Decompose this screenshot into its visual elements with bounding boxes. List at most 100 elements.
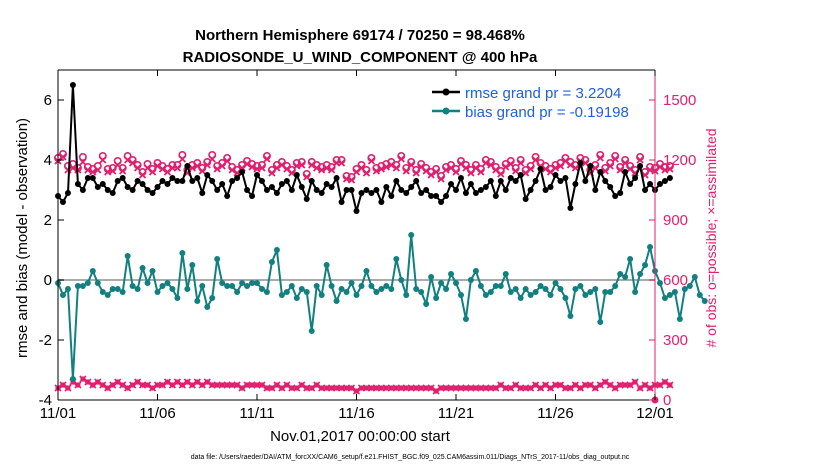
rmse-point	[303, 196, 310, 202]
obs-assimilated-point	[477, 168, 485, 176]
legend-box	[428, 78, 646, 122]
bottom-row-cross	[661, 378, 669, 386]
bottom-row-cross	[546, 384, 555, 392]
rmse-point	[194, 175, 201, 181]
bias-point	[681, 286, 688, 292]
rmse-point	[268, 184, 275, 190]
bias-point	[219, 280, 226, 286]
obs-assimilated-point	[581, 159, 589, 167]
bias-point	[527, 292, 534, 298]
rmse-point	[214, 187, 221, 193]
y-right-tick-label: 300	[663, 332, 688, 349]
obs-assimilated-point	[437, 175, 445, 183]
bottom-row-cross	[79, 375, 87, 383]
obs-assimilated-point	[397, 155, 405, 163]
rmse-point	[124, 184, 131, 190]
bottom-row-cross	[492, 384, 500, 392]
rmse-point	[224, 193, 231, 199]
obs-assimilated-point	[531, 156, 540, 164]
obs-assimilated-point	[526, 165, 535, 173]
rmse-point	[577, 160, 584, 166]
rmse-point	[408, 184, 415, 190]
bias-point	[298, 286, 305, 292]
bias-point	[512, 286, 519, 292]
obs-assimilated-point	[313, 164, 321, 172]
obs-assimilated-point	[377, 165, 386, 173]
bias-point	[109, 286, 116, 292]
bias-series	[55, 232, 708, 382]
bottom-row-cross	[178, 381, 186, 389]
bias-point	[209, 295, 216, 301]
bias-point	[562, 295, 569, 301]
rmse-point	[592, 187, 599, 193]
rmse-point	[114, 178, 121, 184]
bottom-row-cross	[119, 381, 127, 389]
bias-point	[348, 280, 355, 286]
obs-assimilated-point	[148, 168, 157, 176]
bias-point	[577, 283, 584, 289]
obs-assimilated-point	[158, 165, 167, 173]
x-tick-label: 11/06	[139, 405, 175, 422]
rmse-point	[254, 172, 260, 178]
obs-assimilated-point	[303, 173, 311, 181]
bias-point	[492, 283, 499, 289]
rmse-point	[174, 178, 181, 184]
bias-point	[94, 280, 101, 286]
rmse-point	[288, 187, 295, 193]
bias-point	[622, 274, 629, 280]
obs-assimilated-point	[571, 164, 580, 172]
obs-assimilated-bottom-series	[54, 375, 674, 404]
rmse-point	[383, 184, 390, 190]
bias-point	[129, 283, 136, 289]
rmse-point	[258, 178, 265, 184]
bias-point	[647, 244, 654, 250]
bottom-row-cross	[527, 384, 535, 392]
plot-area	[58, 70, 655, 400]
bias-point	[448, 271, 455, 277]
bias-point	[99, 289, 106, 295]
bias-point	[263, 289, 270, 295]
rmse-point	[453, 187, 459, 193]
bias-point	[244, 283, 251, 289]
y-right-tick-label: 600	[663, 272, 688, 289]
obs-assimilated-point	[541, 165, 550, 173]
x-tick-label: 11/01	[40, 405, 76, 422]
bottom-row-cross	[233, 381, 241, 389]
rmse-point	[169, 175, 176, 181]
bias-point	[433, 295, 440, 301]
rmse-point	[134, 178, 141, 184]
obs-assimilated-point	[243, 160, 251, 168]
bottom-row-cross	[576, 384, 584, 392]
bias-point	[607, 289, 614, 295]
rmse-point	[602, 178, 609, 184]
rmse-point	[627, 181, 634, 187]
x-axis-label: Nov.01,2017 00:00:00 start	[270, 428, 451, 445]
rmse-point	[109, 190, 116, 196]
rmse-point	[607, 184, 614, 190]
rmse-point	[517, 172, 524, 178]
obs-assimilated-point	[203, 161, 211, 169]
bottom-row-cross	[258, 381, 266, 389]
obs-assimilated-point	[596, 154, 604, 162]
bottom-row-cross	[432, 387, 440, 395]
rmse-point	[457, 175, 464, 181]
rmse-point	[398, 187, 405, 193]
data-file-footnote: data file: /Users/raeder/DAI/ATM_forcXX/…	[191, 454, 630, 461]
y-left-tick-label: 6	[44, 92, 52, 109]
bias-point	[149, 268, 156, 274]
rmse-point	[308, 178, 315, 184]
obs-assimilated-point	[402, 167, 410, 175]
rmse-point	[413, 178, 420, 184]
bias-point	[268, 259, 275, 265]
bias-point	[323, 262, 330, 268]
rmse-point	[557, 178, 564, 184]
bottom-row-cross	[596, 381, 604, 389]
bottom-row-cross	[347, 384, 356, 392]
rmse-point	[403, 190, 410, 196]
bias-point	[691, 274, 698, 280]
rmse-point	[393, 178, 400, 184]
obs-assimilated-point	[551, 164, 560, 172]
obs-assimilated-point	[79, 158, 87, 166]
rmse-point	[666, 175, 673, 181]
